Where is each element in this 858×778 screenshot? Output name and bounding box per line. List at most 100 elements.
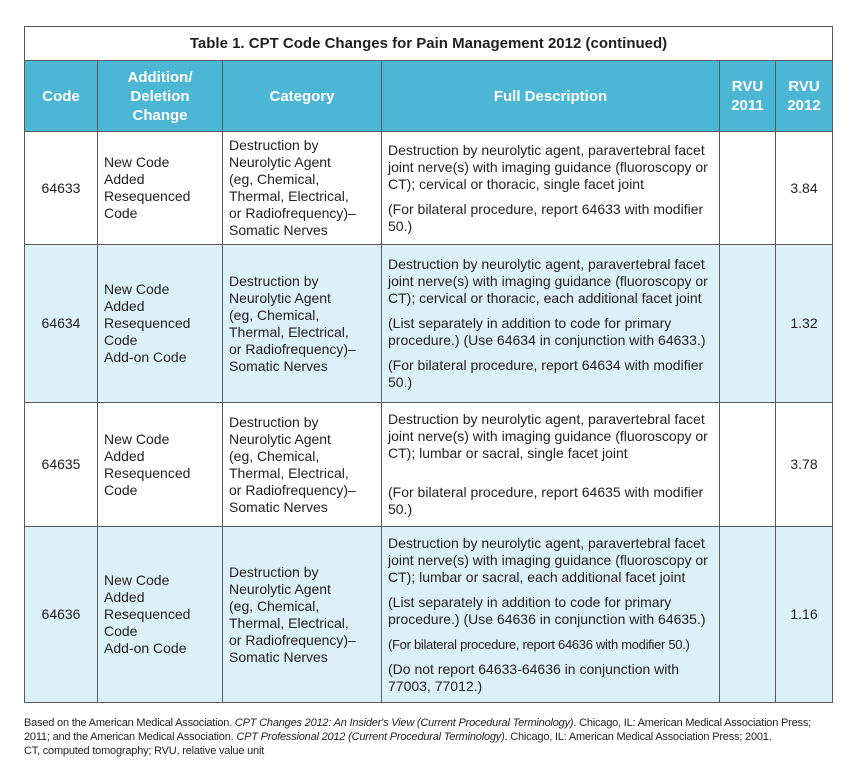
header-change: Addition/ Deletion Change [97, 60, 223, 132]
category-line: or Radiofrequency)– [229, 481, 356, 498]
category-line: Destruction by [229, 563, 319, 580]
category-cell: Destruction by Neurolytic Agent (eg, Che… [222, 244, 382, 403]
change-line: Code [104, 205, 138, 221]
change-line: New Code [104, 154, 170, 170]
header-rvu-2011-line: 2011 [731, 97, 764, 114]
code-cell: 64634 [24, 244, 98, 403]
category-cell: Destruction by Neurolytic Agent (eg, Che… [222, 131, 382, 245]
change-line: New Code [104, 572, 170, 588]
table-row: 64633 New Code Added Resequenced Code De… [24, 131, 833, 245]
table-footnote: Based on the American Medical Associatio… [24, 716, 834, 758]
description-paragraph: (For bilateral procedure, report 64636 w… [388, 636, 690, 652]
change-line: Added [104, 171, 145, 187]
header-change-line: Deletion [130, 87, 190, 105]
change-line: Resequenced [104, 464, 191, 481]
description-paragraph: (Do not report 64633-64636 in conjunctio… [388, 660, 680, 694]
category-line: (eg, Chemical, [229, 447, 320, 464]
category-line: Thermal, Electrical, [229, 323, 349, 340]
category-line: Destruction by [229, 137, 319, 153]
category-line: Neurolytic Agent [229, 289, 331, 306]
description-paragraph: (For bilateral procedure, report 64635 w… [388, 484, 704, 517]
rvu-2012-cell: 1.32 [775, 244, 833, 403]
code-cell: 64635 [24, 402, 98, 527]
change-line: Add-on Code [104, 349, 187, 365]
header-category: Category [222, 60, 382, 132]
change-cell: New Code Added Resequenced Code Add-on C… [97, 526, 223, 703]
category-line: Thermal, Electrical, [229, 614, 349, 631]
footnote-abbreviations: CT, computed tomography; RVU, relative v… [24, 745, 265, 757]
header-row: Code Addition/ Deletion Change Category … [24, 60, 833, 132]
rvu-2012-cell: 3.78 [775, 402, 833, 527]
description-cell: Destruction by neurolytic agent, paraver… [381, 526, 720, 703]
rvu-2012-cell: 1.16 [775, 526, 833, 703]
table-container: Table 1. CPT Code Changes for Pain Manag… [24, 26, 833, 703]
table-row: 64635 New Code Added Resequenced Code De… [24, 402, 833, 527]
change-cell: New Code Added Resequenced Code [97, 402, 223, 527]
footnote-book-title-1: CPT Changes 2012: An Insider's View (Cur… [234, 717, 574, 729]
category-line: Destruction by [229, 272, 319, 289]
description-paragraph: Destruction by neurolytic agent, paraver… [388, 534, 708, 585]
description-cell: Destruction by neurolytic agent, paraver… [381, 131, 720, 245]
table-title: Table 1. CPT Code Changes for Pain Manag… [24, 26, 833, 61]
category-line: Thermal, Electrical, [229, 464, 349, 481]
description-paragraph: (For bilateral procedure, report 64634 w… [388, 357, 704, 390]
change-line: Resequenced [104, 188, 191, 204]
rvu-2012-cell: 3.84 [775, 131, 833, 245]
description-paragraph: (For bilateral procedure, report 64633 w… [388, 200, 704, 234]
category-line: Somatic Nerves [229, 648, 328, 665]
description-paragraph: Destruction by neurolytic agent, paraver… [388, 141, 708, 192]
header-rvu-2012-line: RVU [788, 78, 820, 95]
footnote-source: Based on the American Medical Associatio… [24, 716, 834, 744]
category-line: Neurolytic Agent [229, 580, 331, 597]
category-line: Somatic Nerves [229, 357, 328, 374]
header-change-line: Change [132, 106, 188, 124]
change-line: Resequenced [104, 606, 191, 622]
change-line: Code [104, 623, 138, 639]
table-row: 64634 New Code Added Resequenced Code Ad… [24, 244, 833, 403]
category-line: (eg, Chemical, [229, 171, 320, 187]
description-cell: Destruction by neurolytic agent, paraver… [381, 244, 720, 403]
category-line: Neurolytic Agent [229, 430, 331, 447]
change-cell: New Code Added Resequenced Code [97, 131, 223, 245]
change-line: Added [104, 298, 145, 314]
category-line: or Radiofrequency)– [229, 631, 356, 648]
footnote-prefix: Based on the American Medical Associatio… [24, 717, 235, 729]
description-cell: Destruction by neurolytic agent, paraver… [381, 402, 720, 527]
header-rvu-2011: RVU 2011 [719, 60, 776, 132]
description-paragraph: Destruction by neurolytic agent, paraver… [388, 411, 708, 461]
change-line: Added [104, 589, 145, 605]
category-line: Somatic Nerves [229, 222, 328, 238]
description-paragraph: (List separately in addition to code for… [388, 593, 706, 627]
rvu-2011-cell [719, 131, 776, 245]
category-line: Destruction by [229, 413, 319, 430]
header-rvu-2012-line: 2012 [787, 97, 821, 114]
category-line: Thermal, Electrical, [229, 188, 349, 204]
header-description: Full Description [381, 60, 720, 132]
change-line: Code [104, 332, 138, 348]
change-line: Added [104, 447, 145, 464]
category-cell: Destruction by Neurolytic Agent (eg, Che… [222, 402, 382, 527]
change-cell: New Code Added Resequenced Code Add-on C… [97, 244, 223, 403]
cpt-code-table: Table 1. CPT Code Changes for Pain Manag… [24, 26, 833, 703]
footnote-book-title-2: CPT Professional 2012 (Current Procedura… [236, 731, 505, 743]
code-cell: 64636 [24, 526, 98, 703]
header-rvu-2012: RVU 2012 [775, 60, 833, 132]
category-line: or Radiofrequency)– [229, 205, 356, 221]
change-line: New Code [104, 430, 170, 447]
footnote-end: . Chicago, IL: American Medical Associat… [504, 731, 772, 743]
header-code: Code [24, 60, 98, 132]
footnote-mid: . Chicago, IL: American Medical Associat… [24, 717, 811, 743]
rvu-2011-cell [719, 244, 776, 403]
description-paragraph: (List separately in addition to code for… [388, 315, 706, 348]
category-cell: Destruction by Neurolytic Agent (eg, Che… [222, 526, 382, 703]
change-line: Add-on Code [104, 640, 187, 656]
category-line: Somatic Nerves [229, 498, 328, 515]
category-line: or Radiofrequency)– [229, 340, 356, 357]
description-paragraph: Destruction by neurolytic agent, paraver… [388, 256, 708, 306]
rvu-2011-cell [719, 402, 776, 527]
change-line: Resequenced [104, 315, 191, 331]
rvu-2011-cell [719, 526, 776, 703]
table-row: 64636 New Code Added Resequenced Code Ad… [24, 526, 833, 703]
change-line: Code [104, 481, 138, 498]
category-line: Neurolytic Agent [229, 154, 331, 170]
